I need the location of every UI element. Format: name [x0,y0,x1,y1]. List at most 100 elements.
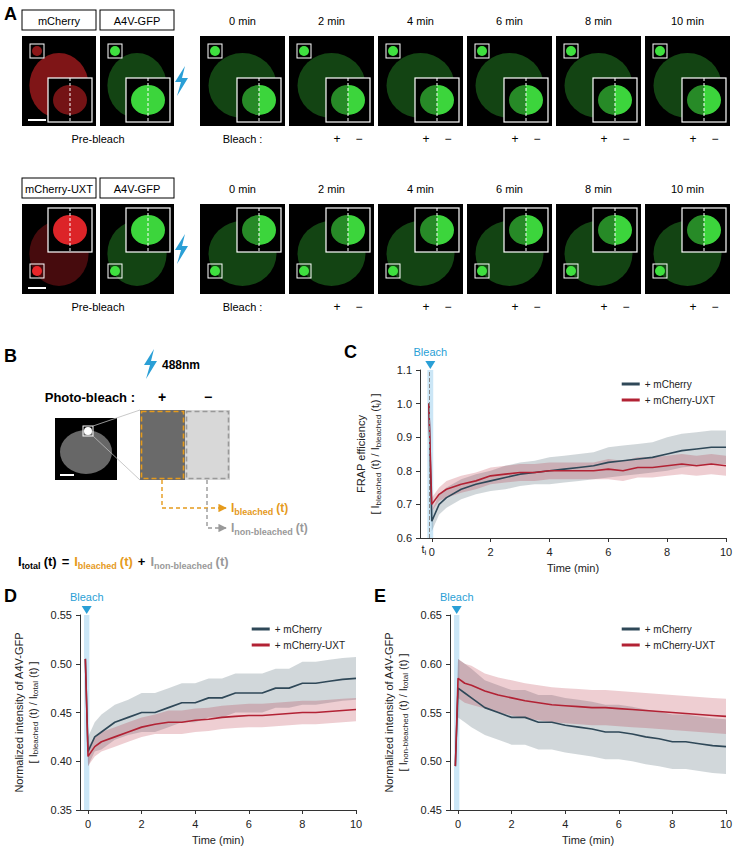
svg-text:total: total [401,673,410,688]
svg-text:10: 10 [350,818,362,830]
svg-text:−: − [355,300,362,314]
svg-text:0.60: 0.60 [421,658,442,670]
svg-text:−: − [622,132,629,146]
svg-text:+: + [600,300,607,314]
svg-text:−: − [533,132,540,146]
svg-text:(t) / I: (t) / I [27,696,39,722]
svg-text:10 min: 10 min [671,183,704,195]
svg-text:−: − [533,300,540,314]
svg-text:[ I: [ I [369,505,381,514]
svg-text:8 min: 8 min [585,183,612,195]
svg-text:Itotal(t)=Ibleached(t)+Inon-bl: Itotal(t)=Ibleached(t)+Inon-bleached(t) [18,554,229,571]
svg-text:0: 0 [429,546,435,558]
svg-text:+ mCherry: + mCherry [645,624,692,635]
svg-text:−: − [711,132,718,146]
svg-text:1.1: 1.1 [397,364,412,376]
svg-text:non-bleached: non-bleached [401,714,410,762]
svg-text:1.0: 1.0 [397,398,412,410]
svg-text:−: − [355,132,362,146]
svg-text:+: + [422,300,429,314]
svg-text:) ]: ) ] [369,393,381,403]
svg-text:(t) ]: (t) ] [397,654,409,674]
svg-text:0: 0 [85,818,91,830]
svg-text:0.50: 0.50 [421,755,442,767]
svg-text:8: 8 [669,818,675,830]
svg-text:(t) / I: (t) / I [369,447,381,473]
svg-text:bleached: bleached [31,722,40,754]
svg-text:+: + [422,132,429,146]
svg-text:Time (min): Time (min) [547,562,599,574]
svg-text:0.45: 0.45 [421,804,442,816]
svg-text:0.50: 0.50 [51,658,72,670]
svg-text:0.8: 0.8 [397,465,412,477]
svg-text:+ mCherry-UXT: + mCherry-UXT [275,640,345,651]
svg-text:10: 10 [720,546,732,558]
svg-text:+ mCherry-UXT: + mCherry-UXT [645,395,715,406]
svg-text:Time (min): Time (min) [562,834,614,846]
svg-text:Normalized intensity of A4V-GF: Normalized intensity of A4V-GFP [13,632,25,792]
svg-text:A4V-GFP: A4V-GFP [114,183,160,195]
svg-text:4 min: 4 min [407,15,434,27]
svg-text:i: i [424,548,426,557]
svg-text:Bleach :: Bleach : [223,133,263,145]
svg-text:Photo-bleach :: Photo-bleach : [45,390,135,405]
svg-text:4: 4 [562,818,568,830]
svg-text:−: − [444,300,451,314]
svg-text:Bleach: Bleach [70,591,104,603]
svg-text:4: 4 [192,818,198,830]
svg-text:8: 8 [299,818,305,830]
svg-text:0.55: 0.55 [51,609,72,621]
svg-text:B: B [4,346,17,366]
svg-text:FRAP efficiency: FRAP efficiency [355,415,367,493]
svg-text:+ mCherry: + mCherry [645,379,692,390]
svg-text:+ mCherry: + mCherry [275,624,322,635]
svg-text:+: + [689,300,696,314]
svg-text:[ I: [ I [27,754,39,763]
svg-text:+: + [333,132,340,146]
svg-text:0.45: 0.45 [51,707,72,719]
svg-text:Inon-bleached(t): Inon-bleached(t) [231,521,308,537]
svg-text:0: 0 [455,818,461,830]
svg-text:Bleach: Bleach [413,346,447,358]
svg-text:6: 6 [605,546,611,558]
svg-text:+: + [600,132,607,146]
svg-text:0.7: 0.7 [397,498,412,510]
svg-text:total: total [31,681,40,696]
svg-text:(t: (t [369,405,381,415]
svg-text:+: + [689,132,696,146]
svg-text:10: 10 [720,818,732,830]
svg-text:Time (min): Time (min) [192,834,244,846]
svg-text:6: 6 [616,818,622,830]
svg-text:bleached: bleached [374,473,383,505]
svg-text:4 min: 4 min [407,183,434,195]
svg-text:Ibleached(t): Ibleached(t) [231,501,288,517]
svg-text:Pre-bleach: Pre-bleach [71,301,124,313]
svg-text:0 min: 0 min [229,183,256,195]
svg-text:8: 8 [664,546,670,558]
svg-text:Bleach :: Bleach : [223,301,263,313]
svg-text:10 min: 10 min [671,15,704,27]
svg-text:0.65: 0.65 [421,609,442,621]
svg-text:−: − [622,300,629,314]
svg-text:(t) / I: (t) / I [397,688,409,714]
svg-text:0.40: 0.40 [51,755,72,767]
svg-text:0.6: 0.6 [397,532,412,544]
svg-text:6: 6 [246,818,252,830]
svg-text:+: + [511,300,518,314]
svg-text:0.35: 0.35 [51,804,72,816]
svg-text:6 min: 6 min [496,15,523,27]
svg-text:Pre-bleach: Pre-bleach [71,133,124,145]
svg-text:[ I: [ I [397,762,409,771]
svg-text:+: + [333,300,340,314]
svg-text:4: 4 [546,546,552,558]
svg-text:+: + [511,132,518,146]
svg-text:bleached: bleached [374,415,383,447]
svg-text:A: A [4,4,17,24]
svg-text:+: + [158,389,166,405]
svg-text:6 min: 6 min [496,183,523,195]
svg-text:Bleach: Bleach [440,591,474,603]
svg-text:8 min: 8 min [585,15,612,27]
svg-text:2 min: 2 min [318,183,345,195]
svg-text:(t) ]: (t) ] [27,662,39,682]
svg-text:−: − [204,389,212,405]
